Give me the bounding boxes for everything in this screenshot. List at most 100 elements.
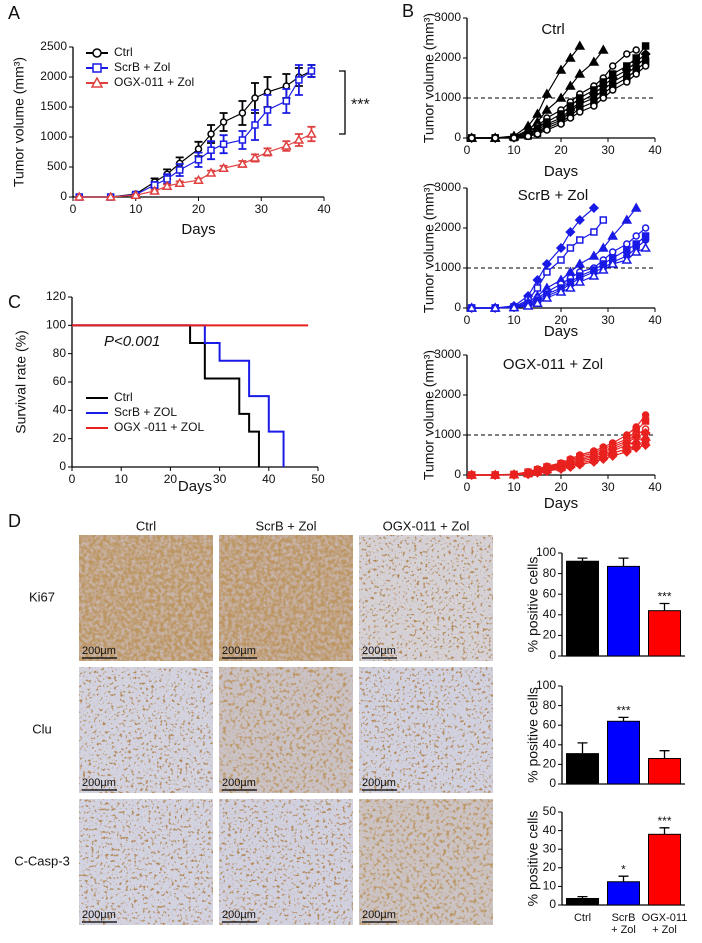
marker [282,97,291,105]
marker [508,302,520,312]
micrograph-stain [79,799,213,925]
marker [295,76,303,84]
series-line [79,133,312,198]
marker [219,118,228,126]
marker [599,94,608,102]
micrograph-stain [79,535,213,661]
x-tick-label: 0 [69,472,76,486]
x-tick-label: 10 [507,480,521,494]
marker [194,156,203,164]
x-tick-label: 10 [129,202,143,216]
marker [281,140,292,150]
y-tick-label: 0 [454,467,461,481]
x-tick-label: + Zol [652,924,677,936]
scale-bar-label: 200µm [362,777,396,789]
marker [263,106,272,114]
x-tick-label: 20 [554,480,568,494]
micrograph-stain [219,799,353,925]
error-bar [618,875,629,882]
y-tick-label: 40 [53,403,67,417]
marker [641,236,650,244]
chart-title: OGX-011 + Zol [503,356,603,373]
x-tick-label: 30 [213,472,227,486]
marker [90,76,104,88]
marker [574,68,586,78]
marker [588,56,600,66]
marker [555,242,567,254]
x-tick-label: 0 [464,143,471,157]
y-tick-label: 1000 [434,90,461,104]
marker [566,244,575,252]
marker [621,446,632,457]
marker [249,152,261,162]
marker [557,256,565,264]
x-axis-label: Days [544,163,578,180]
x-tick-label: 50 [311,472,325,486]
marker [640,439,651,451]
bar [607,881,640,906]
marker [541,258,552,270]
micrograph-stain [79,667,213,793]
marker [588,270,600,280]
scale-bar-label: 200µm [82,909,116,921]
marker [607,450,618,461]
x-axis-label: Days [181,221,215,238]
chart-title: ScrB + Zol [518,187,588,204]
error-bar [659,750,670,759]
marker [608,86,617,94]
micrograph-stain [359,667,493,793]
x-tick-label: 0 [464,313,471,327]
bar [566,897,599,906]
marker [543,268,551,276]
marker [565,282,576,292]
marker [565,52,576,62]
y-tick-label: 120 [46,289,66,303]
significance: *** [657,590,671,604]
annotation: *** [351,97,370,114]
marker [207,130,215,138]
marker [262,146,273,156]
marker [623,246,631,254]
y-axis-label: Tumor volume (mm³) [11,57,27,187]
y-tick-label: 1500 [40,99,67,113]
y-tick-label: 30 [543,841,557,855]
error-bar [618,557,629,567]
legend-label: Ctrl [114,390,133,404]
marker [73,191,85,201]
y-tick-label: 20 [543,860,557,874]
error-bar [618,716,629,722]
column-header: ScrB + Zol [255,518,316,533]
micrograph-stain [219,667,353,793]
y-axis-label: Tumor volume (mm³) [421,350,437,480]
bracket [339,70,346,135]
error-bar [659,827,670,835]
marker [588,250,600,260]
x-tick-label: 10 [115,472,129,486]
marker [574,459,585,470]
x-tick-label: Ctrl [574,912,591,924]
column-header: Ctrl [136,518,156,533]
marker [219,140,228,148]
marker [630,246,642,256]
y-tick-label: 80 [53,346,67,360]
scale-bar-label: 200µm [222,645,256,657]
x-tick-label: 10 [507,313,521,327]
marker [607,230,618,240]
y-axis-label: Tumor volume (mm³) [421,13,437,143]
y-tick-label: 80 [543,698,557,712]
series-line [72,324,285,467]
y-tick-label: 0 [454,300,461,314]
marker [508,469,520,480]
marker [532,274,543,286]
marker [623,78,631,86]
marker [632,46,640,54]
x-tick-label: 20 [164,472,178,486]
marker [130,189,142,199]
error-bar [577,895,588,899]
marker [306,128,317,138]
y-tick-label: 500 [47,159,67,173]
marker [590,102,598,110]
error-bar [577,742,588,754]
y-tick-label: 20 [53,431,67,445]
